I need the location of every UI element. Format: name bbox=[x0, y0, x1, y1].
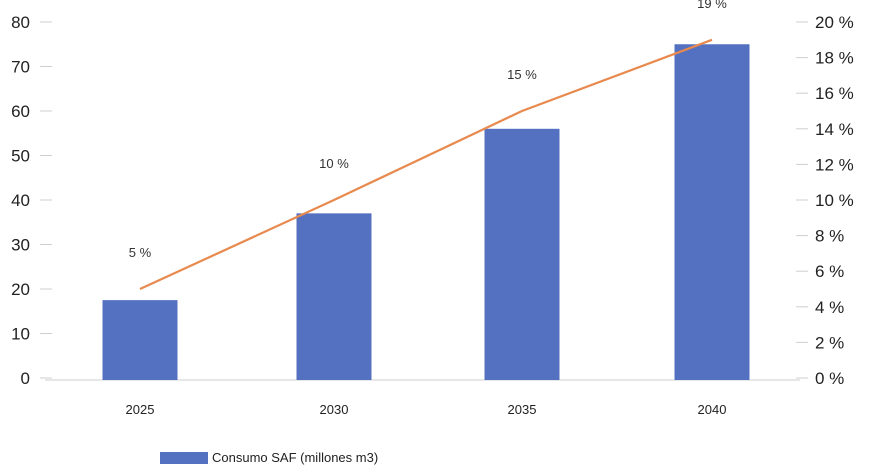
x-tick-label: 2035 bbox=[508, 402, 537, 417]
line-data-label: 5 % bbox=[129, 245, 152, 260]
y-right-tick-label: 18 % bbox=[815, 49, 854, 68]
y-left-tick-label: 0 bbox=[21, 369, 30, 388]
line-data-label: 10 % bbox=[319, 156, 349, 171]
y-left-tick-label: 70 bbox=[11, 58, 30, 77]
y-right-tick-label: 6 % bbox=[815, 262, 844, 281]
y-left-tick-label: 40 bbox=[11, 191, 30, 210]
y-right-tick-label: 4 % bbox=[815, 298, 844, 317]
y-right-tick-label: 16 % bbox=[815, 84, 854, 103]
y-right-tick-label: 8 % bbox=[815, 227, 844, 246]
y-right-tick-label: 10 % bbox=[815, 191, 854, 210]
y-right-tick-label: 14 % bbox=[815, 120, 854, 139]
line-series bbox=[139, 38, 713, 290]
line-data-label: 15 % bbox=[507, 67, 537, 82]
bar bbox=[484, 128, 560, 380]
y-left-tick-label: 50 bbox=[11, 147, 30, 166]
y-left-tick-label: 80 bbox=[11, 13, 30, 32]
legend-label: Consumo SAF (millones m3) bbox=[212, 450, 378, 465]
y-left-tick-label: 10 bbox=[11, 325, 30, 344]
bar bbox=[296, 213, 372, 380]
y-left-tick-label: 20 bbox=[11, 280, 30, 299]
legend-swatch bbox=[160, 452, 208, 464]
line-data-label: 19 % bbox=[697, 0, 727, 11]
y-right-tick-label: 20 % bbox=[815, 13, 854, 32]
y-right-tick-label: 12 % bbox=[815, 155, 854, 174]
y-left-tick-label: 60 bbox=[11, 102, 30, 121]
bar bbox=[674, 44, 750, 380]
x-tick-label: 2030 bbox=[320, 402, 349, 417]
bar bbox=[102, 300, 178, 380]
y-right-tick-label: 2 % bbox=[815, 333, 844, 352]
x-tick-label: 2025 bbox=[126, 402, 155, 417]
y-right-tick-label: 0 % bbox=[815, 369, 844, 388]
x-tick-label: 2040 bbox=[698, 402, 727, 417]
y-left-tick-label: 30 bbox=[11, 236, 30, 255]
